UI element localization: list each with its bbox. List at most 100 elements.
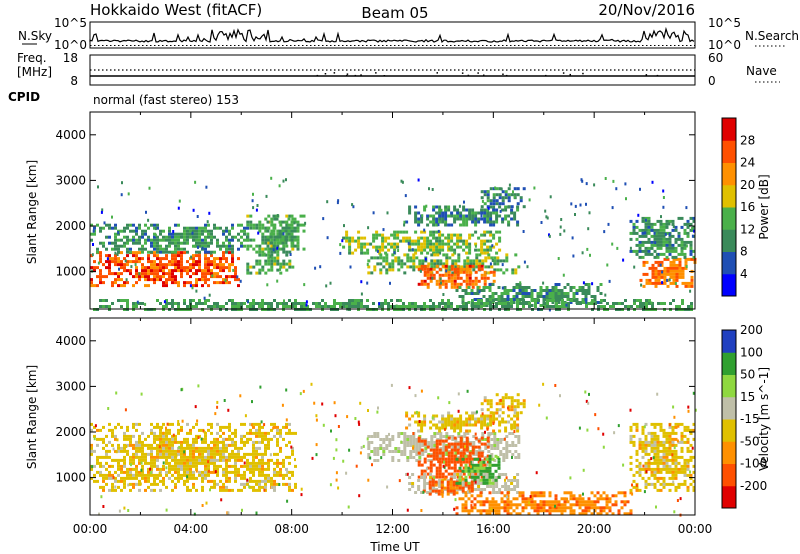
power-cell-907 — [381, 234, 384, 237]
velocity-cell-751 — [261, 456, 264, 459]
velocity-cell-1473 — [429, 487, 432, 490]
power-cell-1161 — [430, 259, 433, 262]
beam-title: Beam 05 — [361, 4, 428, 22]
power-speckle-204 — [339, 252, 341, 255]
velocity-cell-1916 — [546, 500, 549, 503]
power-cell-1493 — [483, 215, 486, 218]
power-cell-2115 — [534, 305, 537, 308]
power-cell-548 — [204, 248, 207, 251]
power-cell-1781 — [588, 292, 591, 295]
velocity-cell-2079 — [639, 468, 642, 471]
velocity-cell-128 — [126, 477, 129, 480]
power-cell-1735 — [558, 292, 561, 295]
power-cell-841 — [294, 236, 297, 239]
velocity-cell-1941 — [561, 503, 564, 506]
power-cell-2287 — [676, 264, 679, 267]
velocity-cell-22 — [96, 480, 99, 483]
velocity-cell-444 — [192, 483, 195, 486]
power-cell-993 — [435, 240, 438, 243]
velocity-cell-43 — [105, 444, 108, 447]
velocity-cell-741 — [258, 480, 261, 483]
velocity-cell-1858 — [510, 503, 513, 506]
velocity-cell-167 — [135, 474, 138, 477]
velocity-cell-911 — [397, 432, 400, 435]
velocity-cell-732 — [258, 441, 261, 444]
power-cell-1851 — [192, 299, 195, 302]
power-cell-2155 — [600, 299, 603, 302]
power-cell-831 — [291, 230, 294, 233]
velocity-cell-153 — [132, 477, 135, 480]
power-cell-1438 — [444, 221, 447, 224]
power-cell-322 — [231, 257, 234, 260]
velocity-cell-653 — [240, 456, 243, 459]
power-cell-117 — [147, 278, 150, 281]
power-speckle-156 — [378, 302, 380, 305]
power-cell-1681 — [525, 286, 528, 289]
velocity-cell-139 — [129, 477, 132, 480]
power-cell-304 — [222, 266, 225, 269]
power-cell-790 — [270, 248, 273, 251]
power-cell-2293 — [676, 285, 679, 288]
power-cell-644 — [255, 251, 258, 254]
power-cell-1008 — [441, 243, 444, 246]
velocity-cell-1529 — [462, 458, 465, 461]
velocity-cell-2013 — [603, 509, 606, 512]
velocity-cell-1504 — [453, 490, 456, 493]
power-cell-781 — [267, 221, 270, 224]
power-cell-923 — [393, 231, 396, 234]
power-cell-83 — [135, 251, 138, 254]
power-cell-1237 — [484, 265, 487, 268]
velocity-cell-1251 — [460, 440, 463, 443]
velocity-cell-1622 — [505, 396, 508, 399]
velocity-cell-849 — [288, 456, 291, 459]
power-cell-492 — [180, 242, 183, 245]
freq-dot-1 — [317, 75, 319, 77]
power-cell-682 — [267, 215, 270, 218]
power-cell-1388 — [493, 280, 496, 283]
power-cell-1426 — [438, 215, 441, 218]
velocity-cell-275 — [159, 456, 162, 459]
velocity-cell-1991 — [591, 500, 594, 503]
power-cell-1322 — [451, 277, 454, 280]
power-cell-1013 — [447, 234, 450, 237]
power-speckle-104 — [360, 280, 362, 283]
power-speckle-100 — [459, 205, 461, 208]
power-cell-2060 — [465, 305, 468, 308]
power-speckle-210 — [637, 214, 639, 217]
velocity-cell-437 — [192, 456, 195, 459]
power-cell-72 — [126, 269, 129, 272]
power-speckle-47 — [604, 294, 606, 297]
power-cell-1189 — [451, 259, 454, 262]
power-cell-494 — [183, 227, 186, 230]
velocity-cell-210 — [147, 447, 150, 450]
power-cell-1764 — [579, 286, 582, 289]
velocity-cell-928 — [406, 435, 409, 438]
power-cell-399 — [135, 230, 138, 233]
power-cell-237 — [195, 272, 198, 275]
ytick-label-0: 1000 — [55, 265, 86, 279]
power-cell-1494 — [483, 218, 486, 221]
velocity-cell-1169 — [430, 467, 433, 470]
power-cell-1363 — [472, 280, 475, 283]
velocity-cell-1637 — [517, 402, 520, 405]
velocity-cell-1299 — [478, 440, 481, 443]
velocity-cell-527 — [213, 444, 216, 447]
power-cell-1896 — [252, 305, 255, 308]
power-cell-1498 — [486, 215, 489, 218]
power-cell-1543 — [484, 190, 487, 193]
velocity-cell-2081 — [639, 474, 642, 477]
velocity-cell-607 — [228, 459, 231, 462]
power-cell-421 — [147, 227, 150, 230]
power-cell-2140 — [567, 305, 570, 308]
power-cell-557 — [210, 230, 213, 233]
power-cell-234 — [195, 260, 198, 263]
velocity-cell-1840 — [501, 491, 504, 494]
power-cell-2382 — [651, 244, 654, 247]
velocity-cell-408 — [186, 468, 189, 471]
power-cell-323 — [231, 260, 234, 263]
power-cell-2426 — [666, 226, 669, 229]
velocity-cell-804 — [273, 483, 276, 486]
power-cell-210 — [183, 251, 186, 254]
velocity-cell-689 — [249, 468, 252, 471]
velocity-cell-224 — [150, 450, 153, 453]
